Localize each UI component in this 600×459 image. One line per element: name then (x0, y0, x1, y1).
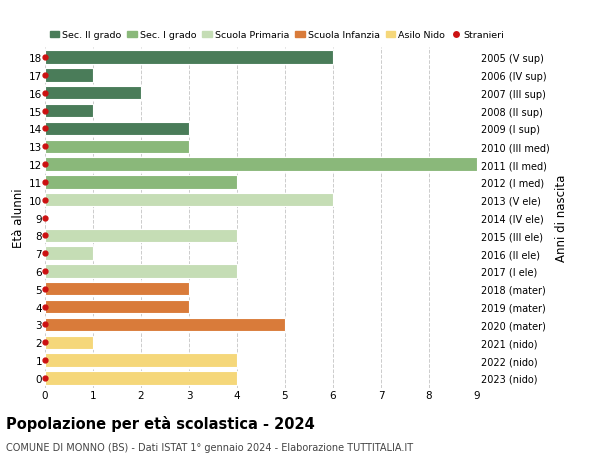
Bar (45, 176, 237, 189)
Legend: Sec. II grado, Sec. I grado, Scuola Primaria, Scuola Infanzia, Asilo Nido, Stran: Sec. II grado, Sec. I grado, Scuola Prim… (50, 31, 505, 40)
Bar (45, 69, 93, 83)
Text: Popolazione per età scolastica - 2024: Popolazione per età scolastica - 2024 (6, 415, 315, 431)
Bar (45, 51, 333, 65)
Bar (45, 194, 333, 207)
Bar (45, 336, 93, 349)
Bar (45, 123, 189, 136)
Y-axis label: Anni di nascita: Anni di nascita (556, 174, 568, 262)
Bar (45, 87, 141, 100)
Bar (45, 265, 237, 278)
Bar (45, 371, 237, 385)
Bar (45, 229, 237, 242)
Bar (45, 140, 189, 154)
Bar (45, 353, 237, 367)
Text: COMUNE DI MONNO (BS) - Dati ISTAT 1° gennaio 2024 - Elaborazione TUTTITALIA.IT: COMUNE DI MONNO (BS) - Dati ISTAT 1° gen… (6, 442, 413, 452)
Bar (45, 247, 93, 260)
Bar (45, 282, 189, 296)
Bar (45, 318, 285, 331)
Bar (45, 158, 477, 171)
Y-axis label: Età alunni: Età alunni (12, 188, 25, 248)
Bar (45, 105, 93, 118)
Bar (45, 300, 189, 313)
